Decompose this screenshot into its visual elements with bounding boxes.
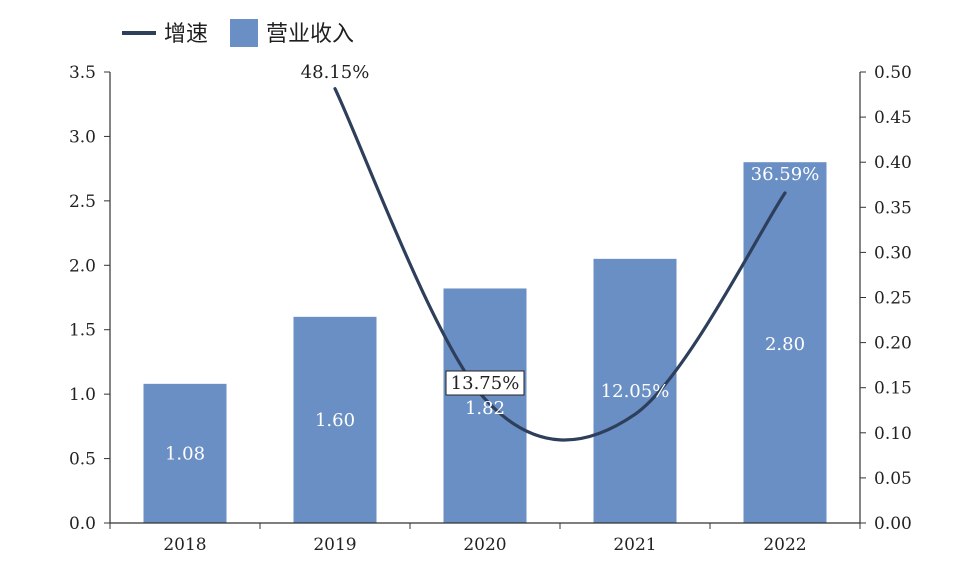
x-tick-label-2022: 2022 bbox=[763, 535, 806, 555]
growth-label-box-2020 bbox=[445, 370, 525, 396]
y-right-tick-label: 0.20 bbox=[874, 334, 912, 354]
y-left-tick-label: 3.0 bbox=[69, 127, 96, 147]
growth-label-2020: 13.75% bbox=[451, 373, 520, 394]
growth-label-2019: 48.15% bbox=[301, 62, 370, 83]
bar-2019 bbox=[293, 316, 377, 523]
y-right-tick-label: 0.40 bbox=[874, 153, 912, 173]
legend-bar-swatch bbox=[230, 19, 258, 47]
y-left-tick-label: 1.5 bbox=[69, 321, 96, 341]
growth-line bbox=[333, 87, 787, 442]
y-right-tick-label: 0.15 bbox=[874, 379, 912, 399]
bars-layer bbox=[143, 162, 827, 523]
legend-label-line: 增速 bbox=[164, 22, 208, 47]
y-right-tick-label: 0.25 bbox=[874, 289, 912, 309]
bar-2022 bbox=[743, 162, 827, 523]
y-right-tick-label: 0.05 bbox=[874, 469, 912, 489]
bar-value-label-2019: 1.60 bbox=[315, 410, 355, 431]
line-layer bbox=[333, 87, 787, 442]
bar-2021 bbox=[593, 258, 677, 523]
bar-2018 bbox=[143, 383, 227, 523]
x-tick-label-2021: 2021 bbox=[613, 535, 656, 555]
y-right-tick-label: 0.30 bbox=[874, 243, 912, 263]
y-right-tick-label: 0.50 bbox=[874, 63, 912, 83]
y-left-tick-label: 2.0 bbox=[69, 256, 96, 276]
y-left-tick-label: 0.0 bbox=[69, 514, 96, 534]
y-right-tick-label: 0.10 bbox=[874, 424, 912, 444]
y-left-tick-label: 1.0 bbox=[69, 385, 96, 405]
x-tick-label-2018: 2018 bbox=[163, 535, 206, 555]
y-left-tick-label: 2.5 bbox=[69, 192, 96, 212]
y-left-tick-label: 3.5 bbox=[69, 63, 96, 83]
data-labels-layer: 1.08 1.60 1.82 2.80 48.15% 13.75% 12.05% 36.59% bbox=[165, 62, 819, 464]
bar-value-label-2022: 2.80 bbox=[765, 334, 805, 355]
x-tick-label-2020: 2020 bbox=[463, 535, 506, 555]
bar-2020 bbox=[443, 288, 527, 523]
axes-layer: 0.0 0.5 1.0 1.5 2.0 2.5 3.0 3.5 0.00 0.05 0.10 0.15… bbox=[69, 63, 912, 555]
bar-value-label-2020: 1.82 bbox=[465, 398, 505, 419]
legend: 增速 营业收入 bbox=[122, 19, 354, 47]
legend-label-bar: 营业收入 bbox=[266, 22, 354, 47]
y-left-tick-label: 0.5 bbox=[69, 450, 96, 470]
x-tick-label-2019: 2019 bbox=[313, 535, 356, 555]
y-right-tick-label: 0.35 bbox=[874, 198, 912, 218]
growth-label-2021: 12.05% bbox=[601, 381, 670, 402]
y-right-tick-label: 0.45 bbox=[874, 108, 912, 128]
bar-value-label-2018: 1.08 bbox=[165, 443, 205, 464]
y-right-tick-label: 0.00 bbox=[874, 514, 912, 534]
growth-label-2022: 36.59% bbox=[751, 164, 820, 185]
